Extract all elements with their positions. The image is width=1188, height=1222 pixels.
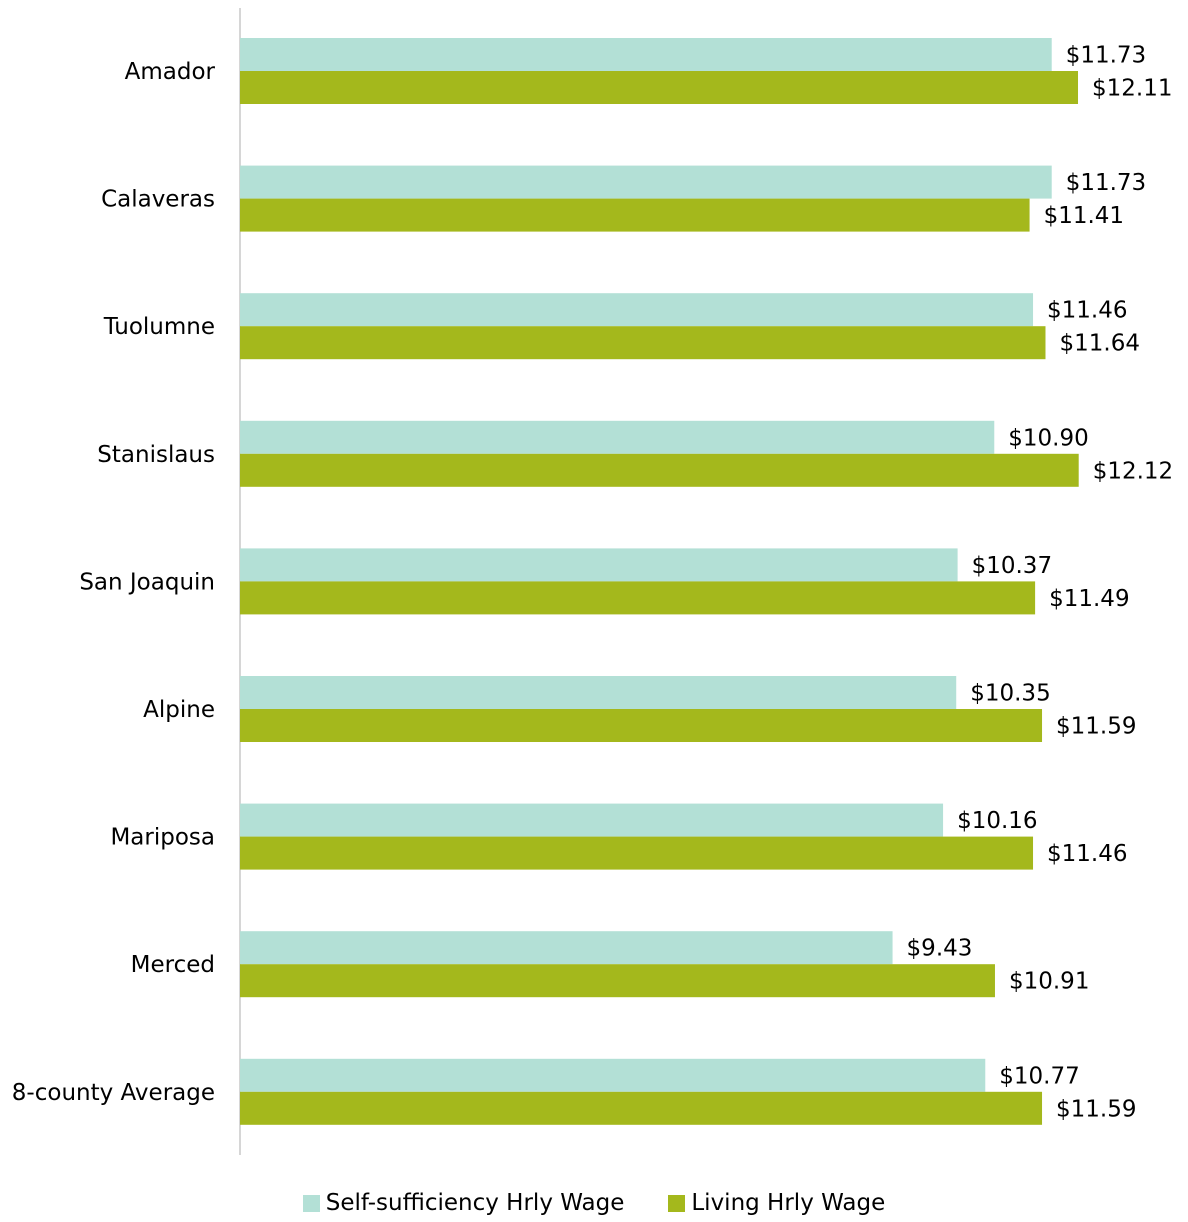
data-label-self-sufficiency-hrly-wage-mariposa: $10.16	[957, 808, 1037, 834]
category-label-san-joaquin: San Joaquin	[79, 569, 215, 595]
bar-self-sufficiency-hrly-wage-amador	[240, 38, 1052, 71]
chart-legend: Self-sufficiency Hrly Wage Living Hrly W…	[0, 1188, 1188, 1218]
legend-swatch-living-wage	[668, 1194, 686, 1212]
data-label-living-hrly-wage-tuolumne: $11.64	[1059, 331, 1139, 357]
data-label-self-sufficiency-hrly-wage-amador: $11.73	[1066, 43, 1146, 69]
bar-living-hrly-wage-mariposa	[240, 836, 1034, 870]
data-label-self-sufficiency-hrly-wage-merced: $9.43	[907, 936, 973, 962]
category-label-stanislaus: Stanislaus	[97, 442, 215, 468]
category-label-calaveras: Calaveras	[101, 187, 215, 213]
legend-item-living-wage: Living Hrly Wage	[668, 1190, 885, 1216]
data-label-self-sufficiency-hrly-wage-8-county-average: $10.77	[999, 1063, 1079, 1089]
data-label-self-sufficiency-hrly-wage-tuolumne: $11.46	[1047, 298, 1127, 324]
legend-item-self-sufficiency: Self-sufficiency Hrly Wage	[302, 1190, 625, 1216]
category-label-alpine: Alpine	[143, 697, 215, 723]
bar-living-hrly-wage-alpine	[240, 709, 1043, 742]
category-label-8-county-average: 8-county Average	[12, 1080, 215, 1106]
data-label-living-hrly-wage-san-joaquin: $11.49	[1049, 586, 1129, 612]
bar-self-sufficiency-hrly-wage-8-county-average	[240, 1058, 986, 1092]
data-label-self-sufficiency-hrly-wage-alpine: $10.35	[970, 681, 1050, 707]
bar-living-hrly-wage-merced	[240, 964, 995, 998]
data-label-living-hrly-wage-alpine: $11.59	[1056, 714, 1136, 740]
data-label-living-hrly-wage-8-county-average: $11.59	[1056, 1096, 1136, 1122]
data-label-living-hrly-wage-calaveras: $11.41	[1044, 203, 1124, 229]
data-label-living-hrly-wage-mariposa: $11.46	[1047, 841, 1127, 867]
bar-living-hrly-wage-amador	[240, 71, 1079, 104]
bar-living-hrly-wage-stanislaus	[240, 453, 1079, 487]
bar-living-hrly-wage-tuolumne	[240, 326, 1046, 360]
data-label-self-sufficiency-hrly-wage-stanislaus: $10.90	[1008, 425, 1088, 451]
bar-self-sufficiency-hrly-wage-calaveras	[240, 165, 1052, 199]
category-label-tuolumne: Tuolumne	[103, 314, 215, 340]
data-label-living-hrly-wage-merced: $10.91	[1009, 969, 1089, 995]
bar-self-sufficiency-hrly-wage-stanislaus	[240, 420, 995, 454]
legend-swatch-self-sufficiency	[302, 1194, 320, 1212]
category-label-merced: Merced	[131, 952, 215, 978]
category-label-mariposa: Mariposa	[110, 825, 215, 851]
legend-label-self-sufficiency: Self-sufficiency Hrly Wage	[325, 1190, 625, 1216]
bar-chart: Amador $11.73 $12.11 Calaveras $11.73 $11.41 T…	[12, 8, 1173, 1155]
bar-self-sufficiency-hrly-wage-mariposa	[240, 803, 944, 837]
category-label-amador: Amador	[125, 59, 216, 85]
bar-living-hrly-wage-san-joaquin	[240, 581, 1036, 615]
data-label-self-sufficiency-hrly-wage-calaveras: $11.73	[1066, 170, 1146, 196]
bar-self-sufficiency-hrly-wage-tuolumne	[240, 293, 1034, 327]
bar-self-sufficiency-hrly-wage-alpine	[240, 676, 957, 709]
data-label-living-hrly-wage-stanislaus: $12.12	[1093, 458, 1173, 484]
data-label-living-hrly-wage-amador: $12.11	[1092, 76, 1172, 102]
bar-self-sufficiency-hrly-wage-merced	[240, 931, 893, 965]
bar-living-hrly-wage-calaveras	[240, 198, 1030, 232]
data-label-self-sufficiency-hrly-wage-san-joaquin: $10.37	[972, 553, 1052, 579]
bar-self-sufficiency-hrly-wage-san-joaquin	[240, 548, 958, 582]
legend-label-living-wage: Living Hrly Wage	[691, 1190, 886, 1216]
bar-living-hrly-wage-8-county-average	[240, 1091, 1043, 1125]
